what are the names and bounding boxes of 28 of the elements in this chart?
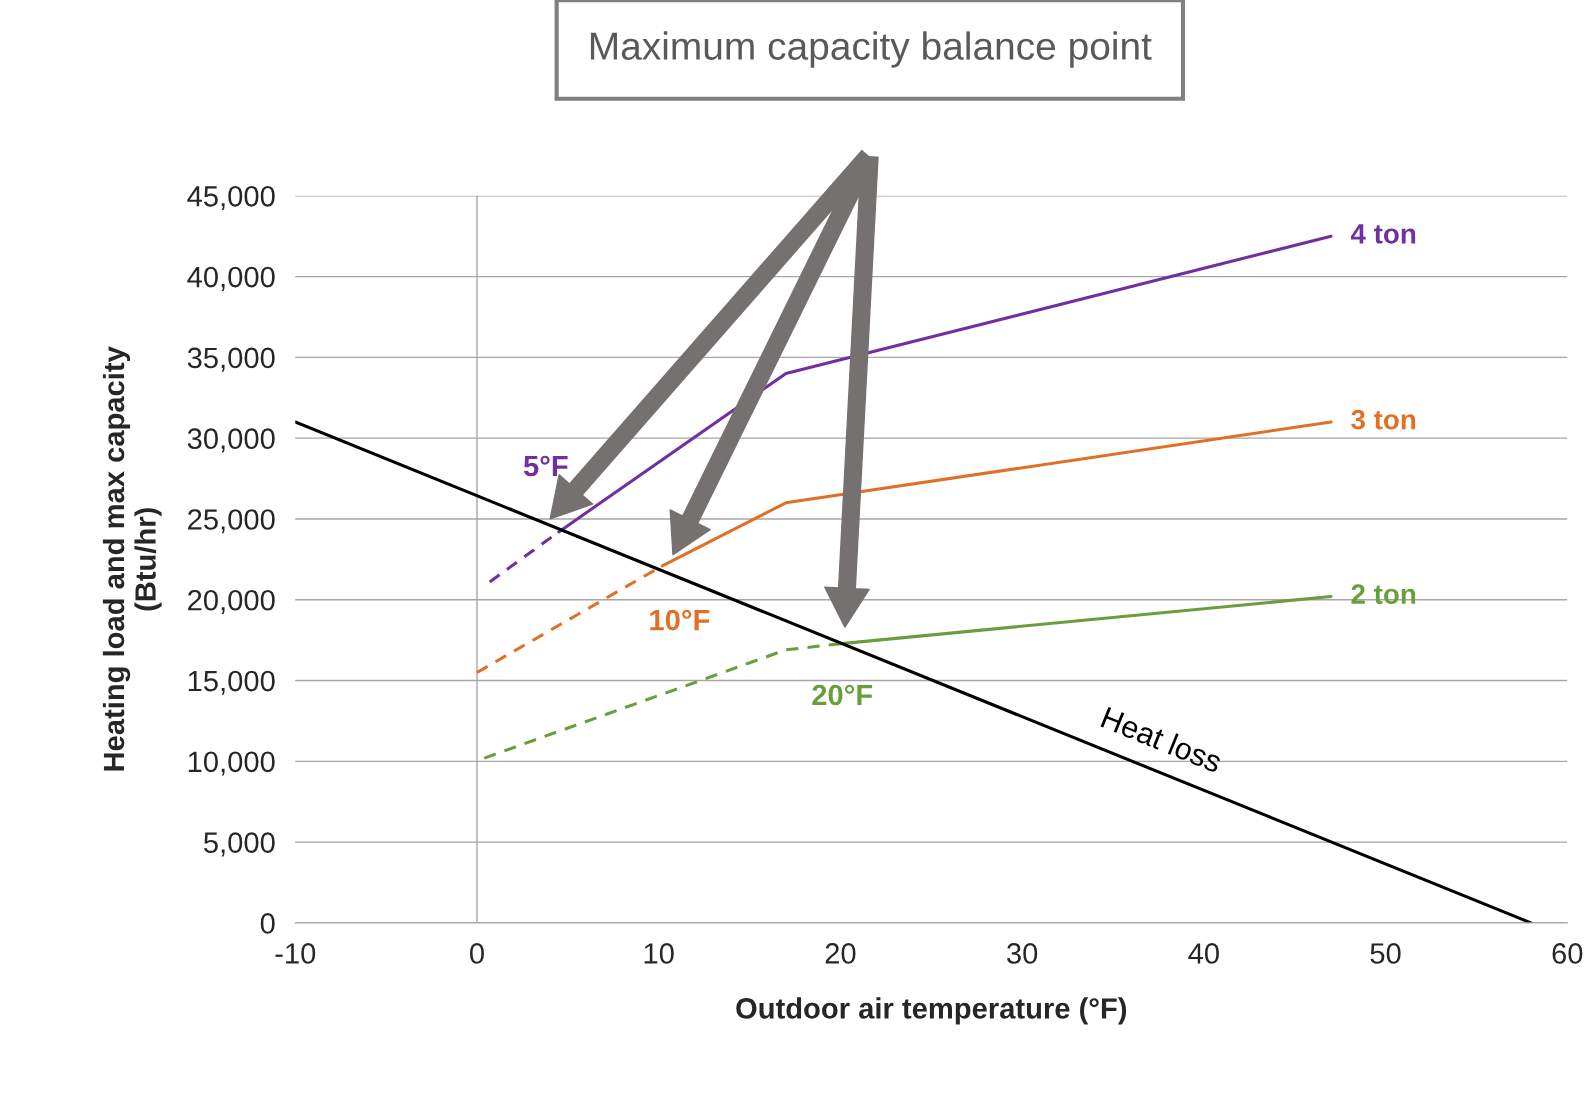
x-axis-title: Outdoor air temperature (°F) — [736, 997, 1127, 1025]
x-tick-label: 30 — [1007, 943, 1038, 964]
series-label: 2 ton — [1351, 584, 1416, 604]
x-tick-label: 60 — [1552, 943, 1583, 964]
y-tick-label: 35,000 — [187, 347, 275, 372]
annotation: 20°F — [812, 684, 873, 706]
y-tick-label: 5,000 — [204, 832, 275, 857]
x-tick-label: 0 — [470, 943, 484, 964]
series-label: 4 ton — [1350, 224, 1416, 244]
annotation: 10°F — [650, 609, 710, 631]
y-tick-label: 0 — [260, 913, 275, 934]
y-tick-label: 20,000 — [188, 589, 275, 615]
y-axis-title: Heating load and max capacity (Btu/hr) — [102, 346, 162, 771]
y-tick-label: 10,000 — [188, 751, 275, 776]
x-tick-label: -10 — [275, 943, 316, 964]
text: Maximum capacity balance point — [590, 31, 1152, 68]
series-label: 3 ton — [1351, 409, 1416, 430]
y-tick-label: 30,000 — [187, 428, 275, 453]
text: Heat loss — [1100, 705, 1224, 774]
x-tick-label: 10 — [644, 943, 674, 964]
y-tick-label: 15,000 — [188, 670, 275, 695]
x-tick-label: 50 — [1370, 943, 1401, 964]
y-tick-label: 40,000 — [187, 266, 275, 291]
y-tick-label: 25,000 — [188, 509, 275, 534]
annotation: 5°F — [523, 455, 568, 477]
x-tick-label: 20 — [825, 943, 856, 964]
y-tick-label: 45,000 — [187, 186, 275, 211]
x-tick-label: 40 — [1188, 943, 1219, 964]
